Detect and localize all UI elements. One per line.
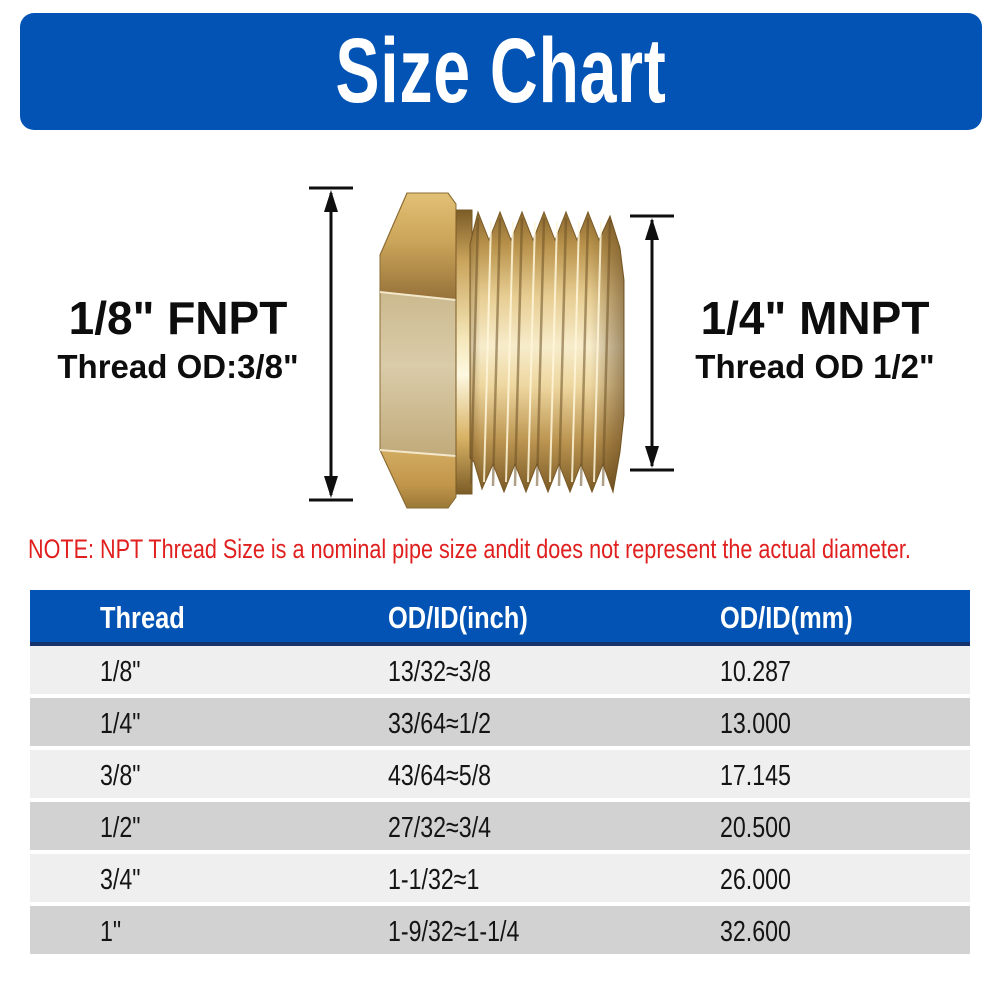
dimension-arrow-right (630, 214, 674, 472)
column-header-od-id-inch: OD/ID(inch) (388, 600, 528, 635)
npt-note: NOTE: NPT Thread Size is a nominal pipe … (28, 534, 988, 565)
cell-od-inch: 13/32≈3/8 (388, 656, 492, 688)
brass-fitting-illustration (309, 186, 674, 509)
column-header-od-id-mm: OD/ID(mm) (720, 600, 853, 635)
table-row: 1/8" 13/32≈3/8 10.287 (30, 646, 970, 698)
cell-od-inch: 27/32≈3/4 (388, 812, 492, 844)
cell-od-mm: 13.000 (720, 708, 791, 740)
table-header-row: Thread OD/ID(inch) OD/ID(mm) (30, 590, 970, 646)
cell-od-mm: 10.287 (720, 656, 791, 688)
cell-od-mm: 32.600 (720, 916, 791, 948)
left-thread-size: 1/8" FNPT (68, 292, 288, 344)
cell-thread: 1/2" (100, 812, 141, 844)
left-thread-label: 1/8" FNPT Thread OD:3/8" (18, 292, 338, 389)
table-row: 1/2" 27/32≈3/4 20.500 (30, 802, 970, 854)
right-thread-label: 1/4" MNPT Thread OD 1/2" (655, 292, 975, 389)
column-header-thread: Thread (100, 600, 185, 635)
title-banner: Size Chart (20, 13, 982, 130)
cell-thread: 3/4" (100, 864, 141, 896)
right-thread-size: 1/4" MNPT (700, 292, 930, 344)
left-thread-od: Thread OD:3/8" (57, 347, 299, 385)
cell-od-inch: 33/64≈1/2 (388, 708, 492, 740)
cell-od-inch: 43/64≈5/8 (388, 760, 492, 792)
table-row: 3/8" 43/64≈5/8 17.145 (30, 750, 970, 802)
table-row: 1" 1-9/32≈1-1/4 32.600 (30, 906, 970, 958)
cell-od-inch: 1-1/32≈1 (388, 864, 480, 896)
cell-thread: 1/8" (100, 656, 141, 688)
cell-od-mm: 20.500 (720, 812, 791, 844)
size-table: Thread OD/ID(inch) OD/ID(mm) 1/8" 13/32≈… (30, 590, 970, 958)
cell-thread: 3/8" (100, 760, 141, 792)
threaded-end (469, 210, 625, 494)
cell-thread: 1/4" (100, 708, 141, 740)
npt-note-text: NOTE: NPT Thread Size is a nominal pipe … (28, 534, 911, 564)
dimension-arrow-left (309, 186, 353, 502)
cell-od-inch: 1-9/32≈1-1/4 (388, 916, 520, 948)
cell-thread: 1" (100, 916, 122, 948)
cell-od-mm: 17.145 (720, 760, 791, 792)
hex-head (379, 192, 457, 509)
table-row: 3/4" 1-1/32≈1 26.000 (30, 854, 970, 906)
cell-od-mm: 26.000 (720, 864, 791, 896)
right-thread-od: Thread OD 1/2" (695, 347, 935, 385)
table-row: 1/4" 33/64≈1/2 13.000 (30, 698, 970, 750)
page-title: Size Chart (335, 20, 667, 122)
